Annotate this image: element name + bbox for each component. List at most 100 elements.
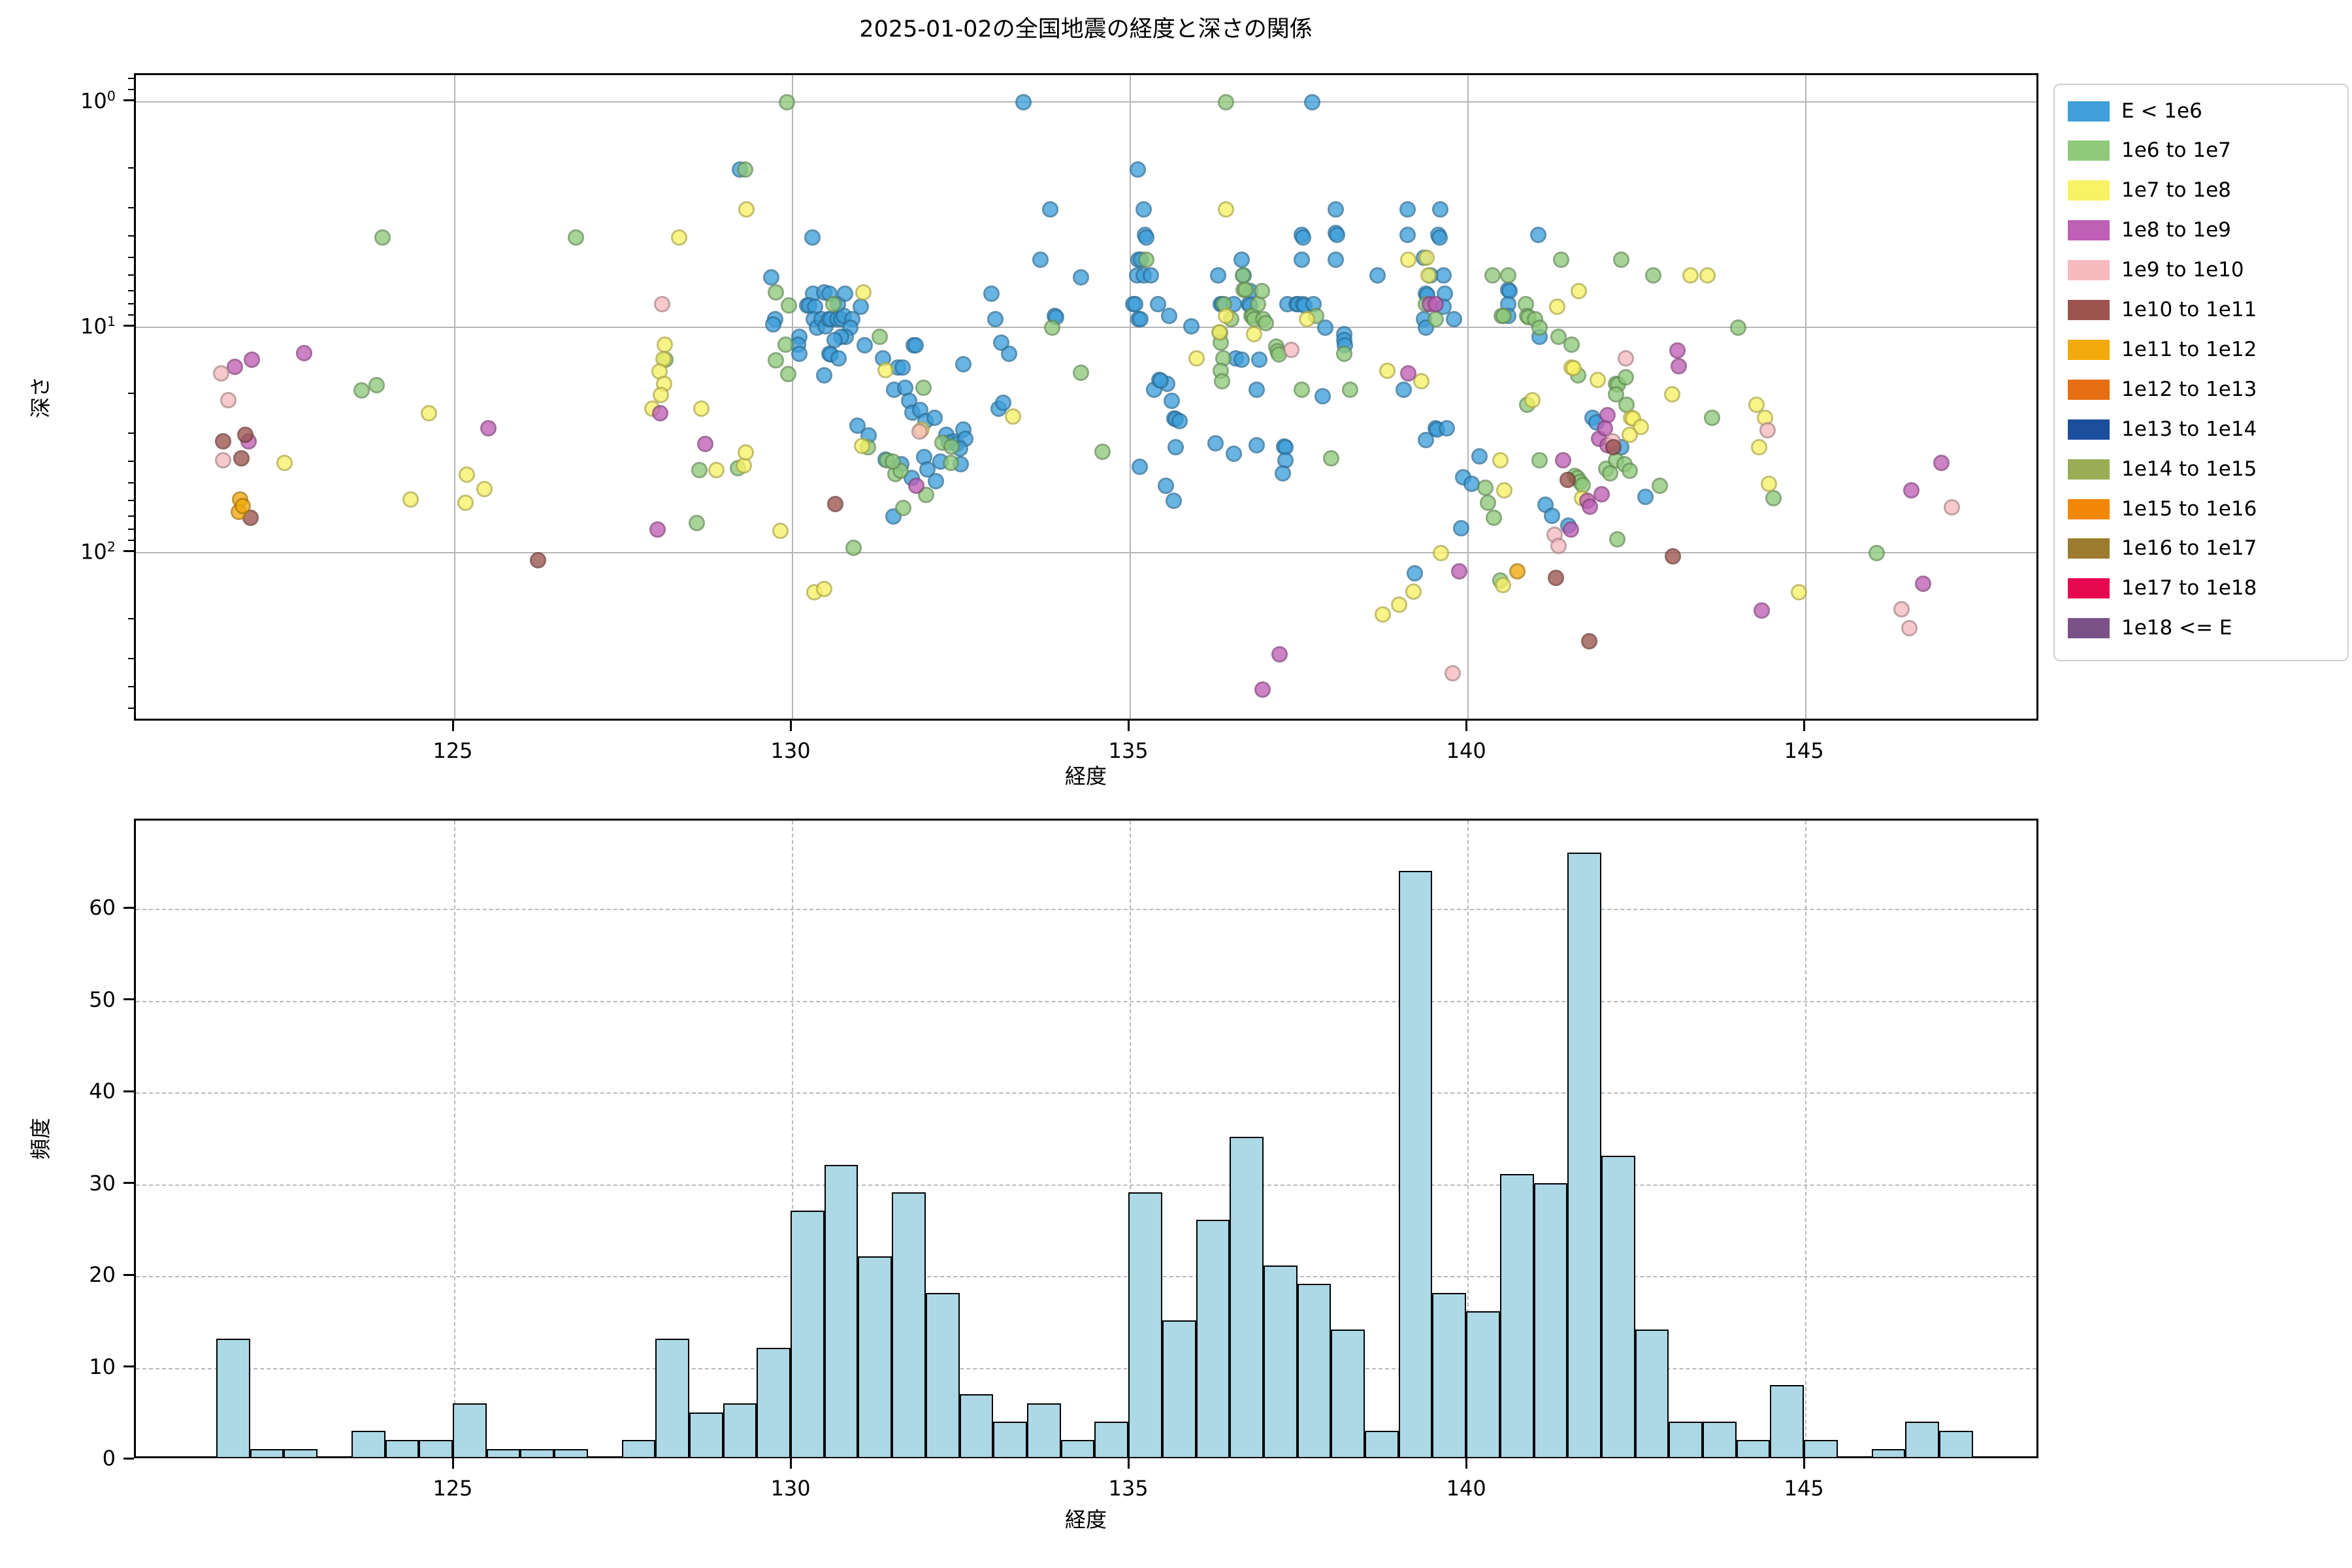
scatter-point [1664, 548, 1681, 565]
scatter-point [1609, 531, 1626, 547]
scatter-xtick-label: 130 [770, 738, 811, 763]
scatter-point [691, 462, 708, 479]
scatter-point [697, 436, 714, 453]
histogram-bar [993, 1421, 1027, 1458]
scatter-point [1435, 267, 1452, 284]
scatter-ytick-minor [128, 528, 134, 530]
scatter-point [368, 376, 385, 393]
scatter-point [1754, 602, 1771, 619]
scatter-point [1399, 365, 1416, 382]
scatter-ytick-minor [128, 289, 134, 291]
scatter-point [1163, 393, 1180, 410]
scatter-point [670, 229, 687, 246]
scatter-point [657, 336, 674, 353]
scatter-xtick-label: 125 [433, 738, 473, 763]
scatter-ytick-minor [128, 89, 134, 91]
legend-swatch [2068, 101, 2110, 122]
scatter-point [1094, 444, 1111, 461]
scatter-ytick-label: 102 [80, 539, 116, 564]
scatter-point [1138, 251, 1155, 268]
scatter-ytick [123, 549, 134, 552]
scatter-point [1258, 315, 1275, 332]
scatter-point [1682, 267, 1699, 284]
histogram-yaxis-label: 頻度 [28, 1117, 54, 1160]
scatter-point [1621, 427, 1638, 444]
legend-item: 1e18 <= E [2068, 614, 2232, 643]
scatter-point [767, 351, 784, 368]
scatter-point [1188, 350, 1205, 367]
scatter-point [1275, 465, 1292, 482]
legend-item: 1e10 to 1e11 [2068, 296, 2257, 325]
scatter-point [830, 350, 847, 367]
scatter-point [877, 362, 894, 379]
scatter-point [943, 438, 960, 455]
scatter-point [1548, 569, 1565, 586]
legend-item-label: 1e11 to 1e12 [2121, 337, 2257, 361]
legend-item: 1e13 to 1e14 [2068, 415, 2257, 444]
histogram-bar [1263, 1266, 1298, 1458]
scatter-point [214, 452, 231, 469]
scatter-point [1590, 371, 1607, 388]
legend-swatch [2068, 618, 2110, 639]
scatter-point [1530, 227, 1547, 244]
scatter-point [708, 462, 725, 479]
histogram-bar [621, 1439, 656, 1458]
histogram-bar [1601, 1155, 1635, 1458]
histogram-bar [1703, 1421, 1737, 1458]
scatter-point [1160, 308, 1177, 325]
histogram-bar [1331, 1330, 1365, 1458]
histogram-bar [1230, 1137, 1264, 1458]
legend-item: E < 1e6 [2068, 97, 2202, 125]
histogram-bar [1128, 1192, 1162, 1458]
legend-item-label: 1e8 to 1e9 [2121, 218, 2231, 242]
scatter-point [295, 344, 312, 361]
scatter-point [781, 297, 798, 314]
scatter-point [1944, 499, 1961, 516]
histogram-xtick [789, 1458, 792, 1469]
scatter-point [1271, 646, 1288, 663]
scatter-point [1593, 486, 1610, 503]
histogram-gridline-x [1130, 821, 1132, 1456]
scatter-ytick-minor [128, 302, 134, 304]
scatter-point [1207, 435, 1224, 452]
scatter-point [480, 419, 497, 436]
scatter-point [1341, 381, 1358, 398]
scatter-ytick-label: 100 [80, 88, 116, 114]
histogram-bar [1567, 853, 1601, 1458]
scatter-point [1167, 439, 1184, 456]
scatter-point [1652, 478, 1669, 495]
scatter-point [1765, 490, 1782, 507]
scatter-point [1379, 363, 1396, 380]
scatter-xtick [1803, 721, 1805, 731]
scatter-point [529, 552, 546, 569]
legend-item: 1e16 to 1e17 [2068, 534, 2257, 563]
scatter-point [1041, 201, 1058, 218]
scatter-point [1703, 409, 1720, 426]
scatter-point [1663, 385, 1680, 402]
scatter-point [1391, 596, 1408, 613]
scatter-point [1451, 563, 1468, 580]
histogram-xtick [1465, 1458, 1467, 1469]
scatter-point [1073, 364, 1090, 381]
scatter-point [849, 417, 866, 434]
scatter-point [244, 351, 261, 368]
scatter-point [907, 336, 924, 353]
scatter-point [233, 449, 250, 466]
scatter-point [1152, 372, 1169, 389]
scatter-ytick-minor [128, 257, 134, 259]
scatter-point [1214, 373, 1231, 390]
scatter-point [826, 495, 843, 512]
histogram-xtick-label: 145 [1784, 1476, 1824, 1501]
scatter-point [983, 286, 1000, 302]
scatter-ytick-minor [128, 685, 134, 687]
histogram-xtick [451, 1458, 454, 1469]
histogram-ytick-label: 20 [89, 1262, 116, 1288]
scatter-point [894, 359, 911, 376]
legend-swatch [2068, 300, 2110, 320]
scatter-point [1496, 482, 1513, 498]
scatter-point [816, 367, 833, 384]
scatter-point [1294, 251, 1311, 268]
scatter-point [457, 494, 474, 511]
scatter-xtick [1127, 721, 1130, 731]
scatter-point [1298, 311, 1315, 327]
